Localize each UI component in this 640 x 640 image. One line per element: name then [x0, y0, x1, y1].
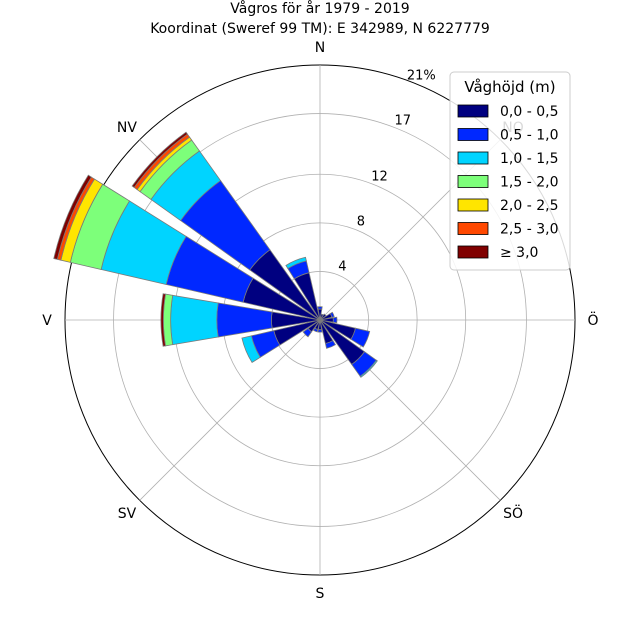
direction-label: SV [118, 506, 137, 522]
legend-box [449, 71, 571, 271]
legend-label: 0,5 - 1,0 [500, 128, 558, 144]
sector-bar-segment [170, 294, 219, 346]
sector-bar-segment [131, 131, 188, 188]
radial-tick-label: 12 [371, 170, 388, 185]
legend-label: 0,0 - 0,5 [500, 104, 558, 120]
radial-tick-label: 8 [357, 214, 365, 229]
radial-tick-label: 17 [394, 113, 411, 128]
legend-label: 1,0 - 1,5 [500, 151, 558, 167]
legend-label: ≥ 3,0 [500, 245, 538, 261]
sector-bar-segment [160, 293, 166, 347]
legend-label: 2,0 - 2,5 [500, 198, 558, 214]
sector-bar-segment [53, 174, 92, 260]
direction-label: Ö [587, 311, 598, 329]
sector-bar-segment [216, 302, 273, 338]
direction-label: V [42, 313, 52, 329]
sector-bar-segment [285, 256, 307, 270]
sector-bar-segment [241, 335, 261, 364]
legend-label: 1,5 - 2,0 [500, 175, 558, 191]
legend-swatch [457, 198, 489, 212]
legend-swatch [457, 151, 489, 165]
sector-bars [53, 131, 378, 378]
sector-bar-segment [302, 327, 313, 338]
legend-swatch [457, 175, 489, 188]
sector-bar-segment [319, 313, 327, 321]
grid-spoke [139, 319, 321, 501]
radial-tick-label: 21% [407, 69, 436, 84]
direction-label: SÖ [503, 504, 523, 522]
sector-bar-segment [313, 327, 319, 333]
sector-bar-segment [329, 311, 335, 318]
legend-swatch [457, 128, 489, 141]
sector-bar-segment [350, 327, 371, 348]
direction-label: S [316, 586, 325, 602]
direction-label: N [315, 40, 325, 56]
legend: Våghöjd (m) 0,0 - 0,5 0,5 - 1,0 1,0 - 1,5 1,… [449, 71, 571, 271]
legend-title: Våghöjd (m) [464, 78, 555, 96]
legend-label: 2,5 - 3,0 [500, 222, 558, 238]
legend-swatch [457, 104, 489, 118]
radial-tick-labels: 4 8 12 17 21% [338, 69, 436, 275]
sector-bar-segment [317, 329, 323, 333]
legend-swatch [457, 245, 489, 259]
legend-swatch [457, 222, 489, 235]
direction-label: NV [117, 120, 137, 136]
sector-bar-segment [317, 306, 323, 310]
sector-bar-segment [332, 316, 338, 324]
radial-tick-label: 4 [338, 259, 346, 274]
sector-bar-segment [324, 340, 336, 349]
sector-bar-segment [359, 359, 378, 378]
chart-title: Vågros för år 1979 - 2019 [230, 0, 409, 17]
chart-subtitle: Koordinat (Sweref 99 TM): E 342989, N 62… [150, 21, 490, 37]
